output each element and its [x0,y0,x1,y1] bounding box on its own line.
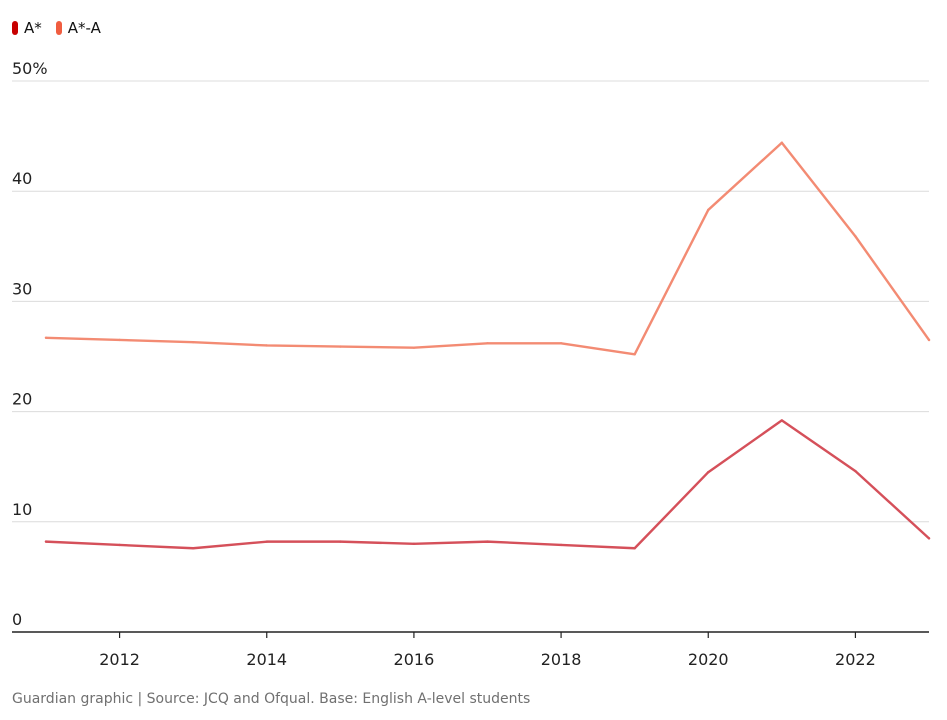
y-tick-label-40: 40 [12,169,32,188]
data-point-a-star-a-2011 [44,336,48,339]
data-point-a-star-a-2019 [633,353,636,356]
data-point-a-star-a-2016 [412,346,416,349]
series-line-a-star [44,419,931,550]
x-tick-label-2022: 2022 [835,650,876,669]
x-tick-label-2012: 2012 [99,650,140,669]
line-chart: 0 10 20 30 40 50% 2012 2014 2016 2018 2020 2022 [12,59,931,669]
data-point-a-star-2022 [854,469,857,473]
source-footer: Guardian graphic | Source: JCQ and Ofqua… [12,691,531,707]
legend-label-a-star-a: A*-A [67,19,101,37]
legend-item-a-star-a: A*-A [55,19,101,37]
series-line-a-star-a [44,141,931,356]
legend-swatch-a-star [12,21,18,35]
data-point-a-star-a-2018 [559,342,563,345]
data-point-a-star-a-2017 [486,342,489,345]
legend-label-a-star: A* [24,19,42,37]
data-point-a-star-2018 [559,543,563,547]
data-point-a-star-a-2014 [265,344,268,347]
data-point-a-star-a-2023 [927,338,931,342]
legend-item-a-star: A* [12,19,42,37]
data-point-a-star-2020 [707,471,710,474]
y-tick-label-20: 20 [12,390,32,409]
data-point-a-star-a-2021 [780,141,784,144]
legend-swatch-a-star-a [55,21,62,35]
y-tick-label-10: 10 [12,500,32,519]
data-point-a-star-2015 [339,540,342,543]
y-tick-label-30: 30 [12,279,32,298]
data-point-a-star-2016 [412,542,416,546]
data-point-a-star-2013 [191,547,195,550]
x-tick-label-2018: 2018 [541,650,582,669]
data-point-a-star-a-2015 [339,345,342,348]
data-point-a-star-a-2020 [707,208,710,212]
data-point-a-star-a-2013 [191,340,195,344]
x-tick-label-2016: 2016 [394,650,435,669]
data-point-a-star-2014 [265,540,268,543]
data-point-a-star-2017 [486,540,489,543]
data-point-a-star-2023 [927,537,931,540]
x-tick-label-2014: 2014 [246,650,287,669]
data-point-a-star-2012 [118,543,121,547]
data-point-a-star-a-2012 [118,338,121,342]
y-tick-label-50: 50% [12,59,48,78]
legend: A* A*-A [12,19,101,37]
data-point-a-star-a-2022 [854,235,857,238]
data-point-a-star-2011 [44,540,48,543]
y-tick-label-0: 0 [12,610,22,629]
x-tick-label-2020: 2020 [688,650,729,669]
data-point-a-star-2019 [633,547,636,550]
data-point-a-star-2021 [780,419,784,422]
